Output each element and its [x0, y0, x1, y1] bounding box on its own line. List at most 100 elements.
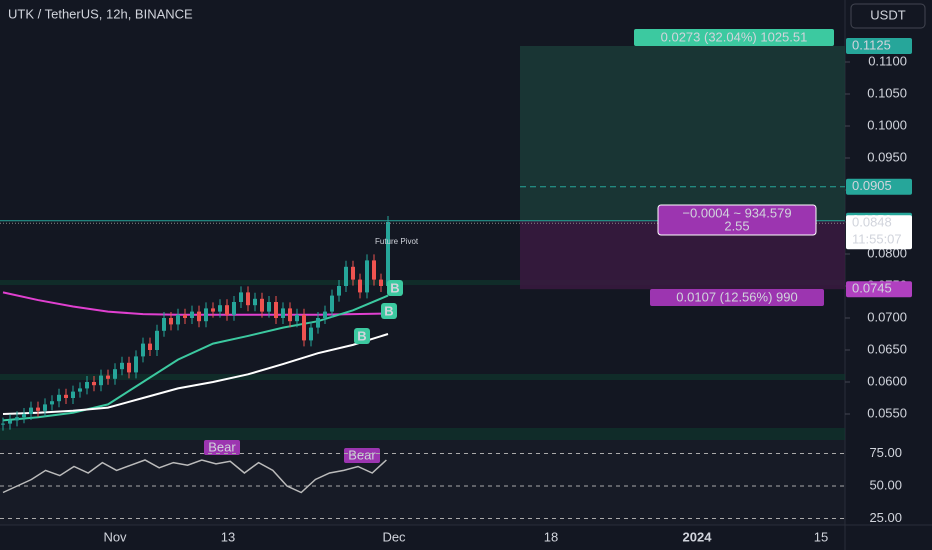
- candle: [379, 279, 383, 286]
- candle: [176, 314, 180, 325]
- candle: [57, 394, 61, 402]
- candle: [190, 311, 194, 318]
- candle: [106, 375, 110, 379]
- candle: [204, 308, 208, 322]
- candle: [239, 292, 243, 302]
- zone: [0, 428, 845, 440]
- price-tag-label: 0.0905: [852, 178, 892, 193]
- y-tick-label: 0.0550: [867, 405, 907, 420]
- candle: [99, 375, 103, 386]
- zone: [0, 374, 845, 380]
- candle: [127, 362, 131, 373]
- y-tick-label: 0.0700: [867, 309, 907, 324]
- countdown: 11:55:07: [852, 232, 902, 247]
- candle: [302, 314, 306, 341]
- x-tick-label: 18: [544, 529, 558, 544]
- candle: [358, 279, 362, 293]
- candle: [134, 356, 138, 373]
- y-tick-label: 0.0950: [867, 149, 907, 164]
- candle: [64, 394, 68, 398]
- candle: [309, 327, 313, 341]
- candle: [274, 302, 278, 318]
- buy-marker: [354, 328, 370, 344]
- candle: [50, 401, 54, 405]
- candle: [246, 292, 250, 306]
- candle: [267, 302, 271, 312]
- candle: [225, 305, 229, 315]
- candle: [197, 311, 201, 322]
- candle: [148, 343, 152, 350]
- candle: [253, 298, 257, 306]
- target-zone: [520, 46, 845, 221]
- rsi-tick-label: 75.00: [869, 445, 902, 460]
- candle: [337, 286, 341, 296]
- x-tick-label: Dec: [382, 529, 406, 544]
- rsi-line: [2, 459, 387, 494]
- rsi-tick-label: 25.00: [869, 510, 902, 525]
- price-tag: [846, 215, 912, 250]
- candle: [211, 308, 215, 312]
- candle: [36, 407, 40, 411]
- price-tag: [846, 178, 912, 195]
- y-tick-label: 0.0650: [867, 341, 907, 356]
- stop-label: 0.0107 (12.56%) 990: [676, 289, 797, 304]
- candle: [1, 423, 5, 425]
- candle: [15, 417, 19, 421]
- candle: [330, 295, 334, 312]
- candle: [316, 318, 320, 328]
- candle: [155, 330, 159, 350]
- candle: [29, 407, 33, 414]
- candle: [92, 382, 96, 386]
- candle: [260, 298, 264, 312]
- label-box: [657, 204, 817, 236]
- currency-label: USDT: [870, 7, 905, 22]
- x-tick-label: Nov: [103, 529, 127, 544]
- pivot-label: Future Pivot: [375, 237, 419, 246]
- target-label: 0.0273 (32.04%) 1025.51: [661, 29, 808, 44]
- currency-button[interactable]: [850, 3, 926, 29]
- candle: [281, 308, 285, 318]
- moving-average: [2, 333, 389, 415]
- candle: [365, 260, 369, 293]
- buy-label: B: [384, 303, 393, 318]
- label-box: [650, 289, 824, 306]
- candle: [43, 404, 47, 411]
- y-tick-label: 0.1000: [867, 117, 907, 132]
- bear-label: Bear: [208, 439, 236, 454]
- zone: [0, 280, 845, 285]
- bear-marker: [204, 440, 240, 455]
- candle: [169, 318, 173, 325]
- candle: [232, 302, 236, 315]
- bear-label: Bear: [348, 447, 376, 462]
- x-tick-label: 2024: [683, 529, 713, 544]
- candle: [323, 311, 327, 318]
- moving-average: [2, 294, 389, 422]
- bear-marker: [344, 448, 380, 463]
- price-tag: [846, 38, 912, 54]
- y-tick-label: 0.1050: [867, 85, 907, 100]
- candle: [344, 266, 348, 286]
- candle: [78, 388, 82, 392]
- candle: [351, 266, 355, 280]
- candle: [295, 314, 299, 322]
- y-tick-label: 0.1100: [868, 53, 907, 68]
- y-tick-label: 0.0600: [867, 373, 907, 388]
- candle: [372, 260, 376, 280]
- buy-label: B: [390, 280, 399, 295]
- x-tick-label: 13: [221, 529, 235, 544]
- candle: [386, 222, 390, 286]
- price-tag-label: 0.1125: [852, 37, 891, 52]
- price-tag-label: 0.0848: [852, 215, 892, 230]
- buy-marker: [381, 303, 397, 319]
- candle: [141, 343, 145, 357]
- candle: [8, 420, 12, 424]
- price-tag: [846, 281, 912, 298]
- price-tag-label: 0.0745: [852, 281, 892, 296]
- candle: [85, 382, 89, 389]
- mid-label: 2.55: [724, 218, 749, 233]
- candle: [288, 308, 292, 322]
- candle: [113, 369, 117, 379]
- rsi-tick-label: 50.00: [869, 477, 902, 492]
- mid-label: −0.0004 ~ 934.579: [682, 205, 791, 220]
